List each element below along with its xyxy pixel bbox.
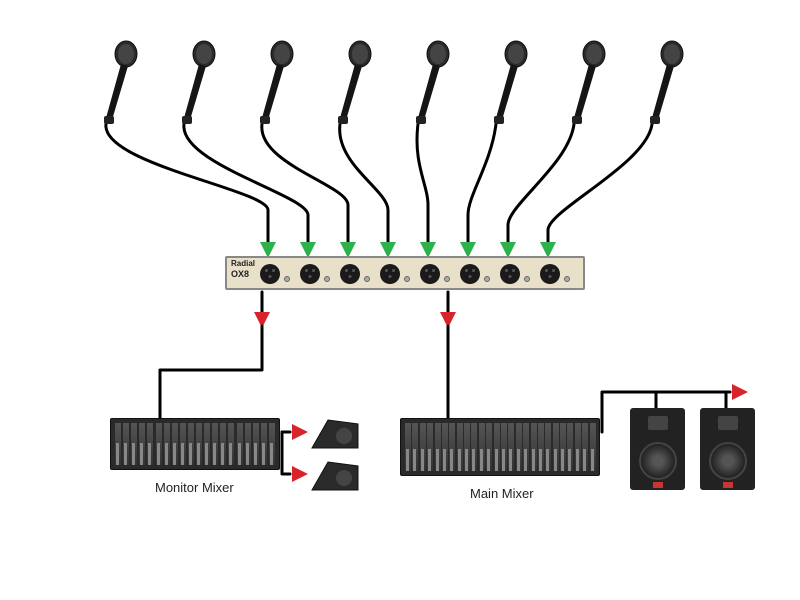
xlr-input-1 [260, 264, 280, 284]
channel-knob-4 [404, 276, 410, 282]
xlr-input-6 [460, 264, 480, 284]
splitter-brand: Radial [231, 260, 255, 268]
microphone-5 [400, 40, 460, 140]
monitor-mixer [110, 418, 280, 470]
main-mixer [400, 418, 600, 476]
xlr-input-5 [420, 264, 440, 284]
channel-knob-5 [444, 276, 450, 282]
microphone-3 [244, 40, 304, 140]
channel-knob-7 [524, 276, 530, 282]
monitor-wedge-1 [310, 418, 360, 455]
microphone-6 [478, 40, 538, 140]
microphone-2 [166, 40, 226, 140]
xlr-input-7 [500, 264, 520, 284]
xlr-input-4 [380, 264, 400, 284]
xlr-input-3 [340, 264, 360, 284]
xlr-input-2 [300, 264, 320, 284]
microphone-1 [88, 40, 148, 140]
channel-knob-1 [284, 276, 290, 282]
pa-speaker-1 [630, 408, 685, 490]
pa-speaker-2 [700, 408, 755, 490]
monitor-wedge-2 [310, 460, 360, 497]
main-mixer-label: Main Mixer [470, 486, 534, 501]
xlr-input-8 [540, 264, 560, 284]
channel-knob-6 [484, 276, 490, 282]
channel-knob-8 [564, 276, 570, 282]
microphone-8 [634, 40, 694, 140]
channel-knob-3 [364, 276, 370, 282]
mic-splitter-unit: Radial OX8 [225, 256, 585, 290]
channel-knob-2 [324, 276, 330, 282]
microphone-7 [556, 40, 616, 140]
monitor-mixer-label: Monitor Mixer [155, 480, 234, 495]
splitter-model: OX8 [231, 269, 249, 279]
microphone-4 [322, 40, 382, 140]
